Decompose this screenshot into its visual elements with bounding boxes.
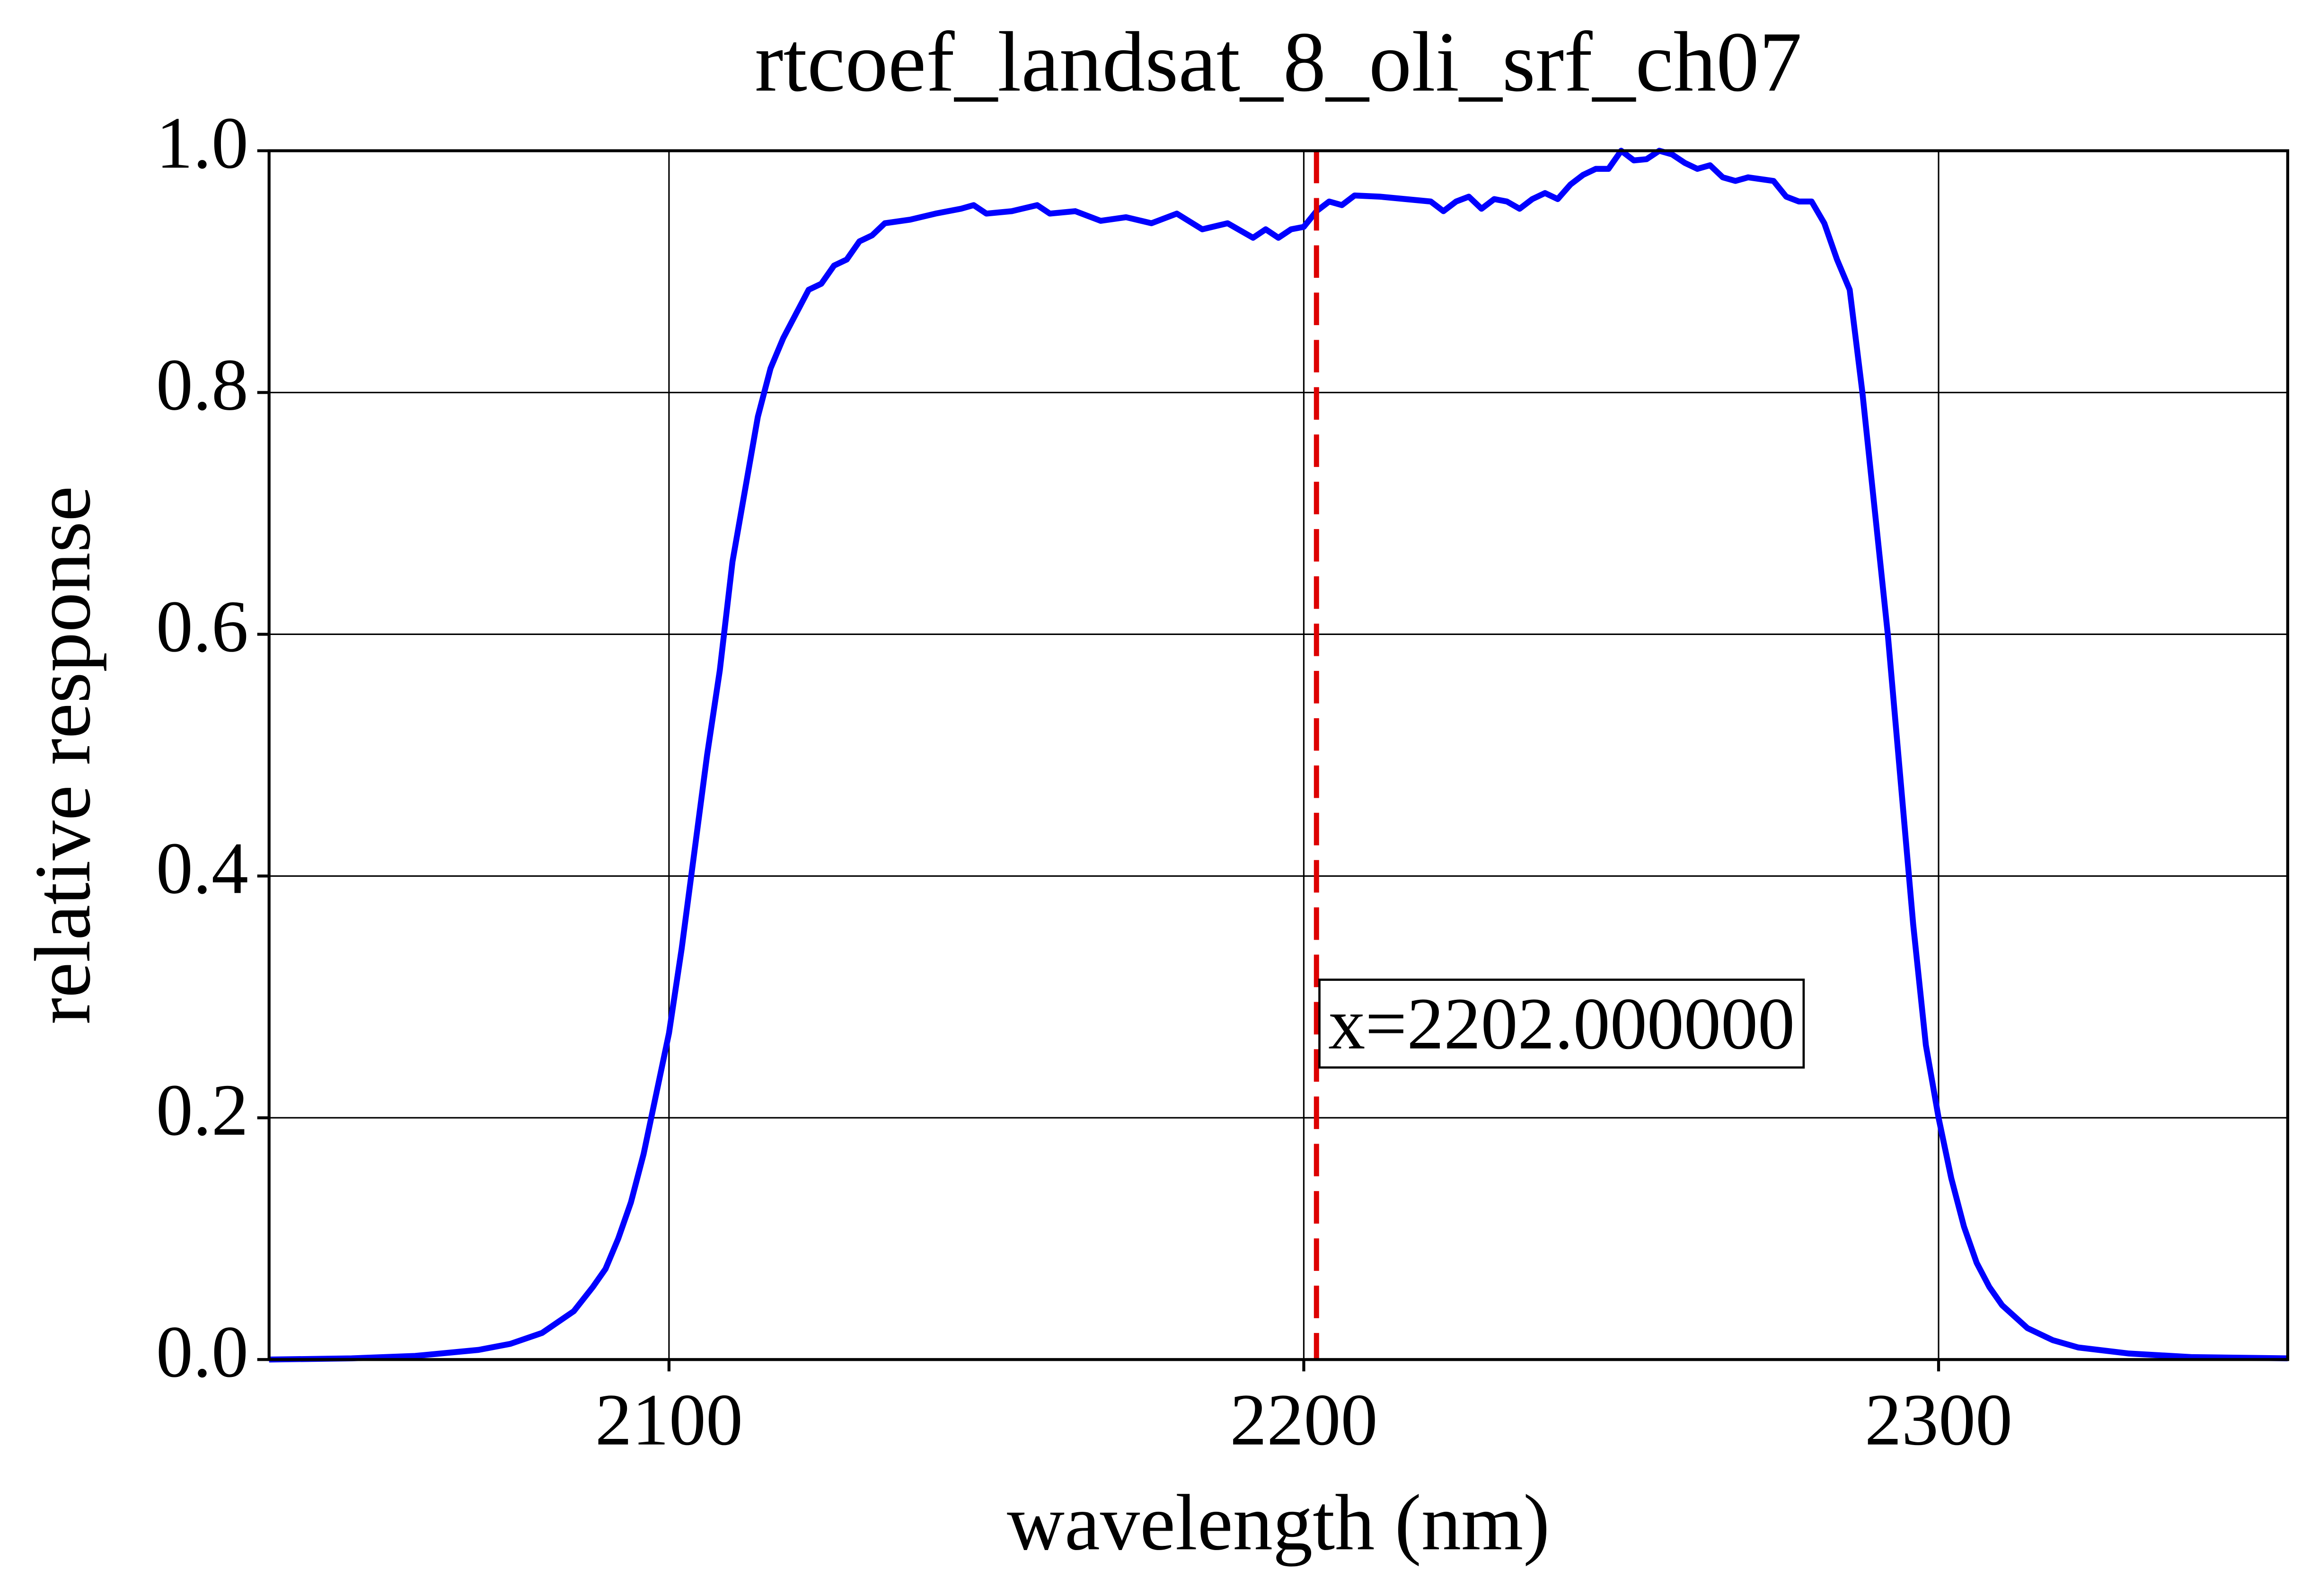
y-axis-label: relative response (19, 486, 107, 1024)
x-tick-label: 2200 (1230, 1379, 1377, 1461)
y-tick-label: 0.0 (156, 1311, 248, 1393)
y-tick-label: 0.2 (156, 1069, 248, 1151)
annotation: x=2202.000000 (1328, 983, 1795, 1065)
data-line (269, 148, 2288, 1363)
annotation-box (1318, 979, 1805, 1069)
y-tick-label: 0.6 (156, 585, 248, 667)
x-tick-label: 2100 (595, 1379, 743, 1461)
y-tick-label: 0.4 (156, 827, 248, 909)
plot-frame (267, 149, 2290, 1361)
x-tick-label: 2300 (1865, 1379, 2012, 1461)
chart-title: rtcoef_landsat_8_oli_srf_ch07 (755, 15, 1802, 109)
x-axis-label: wavelength (nm) (1007, 1479, 1550, 1567)
y-tick-label: 1.0 (156, 102, 248, 184)
y-tick-label: 0.8 (156, 344, 248, 425)
